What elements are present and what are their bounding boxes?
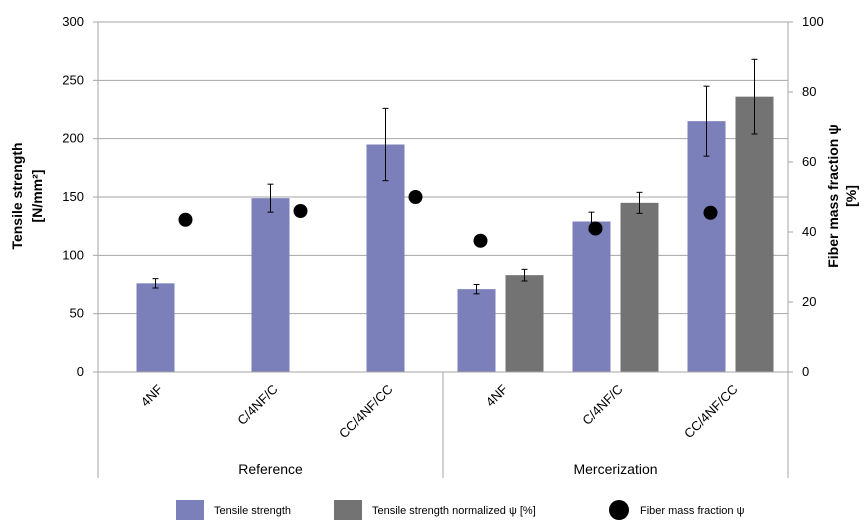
y-tick-label: 250 [62, 72, 84, 87]
group-labels: Reference Mercerization [238, 461, 657, 477]
y-axis-ticks: 0 50 100 150 200 250 300 [62, 14, 84, 379]
fiber-mass-fraction-marker [293, 204, 308, 218]
tensile-strength-bar [457, 289, 496, 372]
tensile-strength-bar [687, 121, 726, 373]
y2-tick-label: 20 [802, 294, 816, 309]
category-labels: 4NF C/4NF/C CC/4NF/CC 4NF C/4NF/C CC/4NF/CC [138, 381, 741, 441]
y2-tick-label: 80 [802, 84, 816, 99]
category-label: CC/4NF/CC [681, 382, 741, 442]
fiber-mass-fraction-marker [588, 221, 603, 236]
fiber-mass-fraction-marker [408, 190, 423, 204]
group-label: Mercerization [573, 461, 657, 477]
legend-label-tensile-strength: Tensile strength [214, 505, 291, 517]
fiber-mass-fraction-marker [473, 233, 488, 248]
y-tick-label: 300 [62, 14, 84, 29]
legend-label-fiber-mass-fraction: Fiber mass fraction ψ [640, 505, 745, 517]
category-label: CC/4NF/CC [336, 382, 396, 442]
markers [178, 190, 718, 248]
category-label: 4NF [138, 381, 166, 409]
legend-marker-fiber-mass-fraction [609, 500, 629, 520]
tensile-strength-bar [572, 221, 611, 372]
tensile-strength-bar [366, 144, 405, 372]
tensile-strength-bar [136, 283, 175, 372]
y2-tick-label: 60 [802, 154, 816, 169]
category-label: C/4NF/C [234, 382, 280, 428]
y2-axis-ticks: 0 20 40 60 80 100 [802, 14, 824, 379]
legend-swatch-tensile-strength-normalized [334, 500, 362, 520]
y-tick-label: 0 [77, 364, 84, 379]
legend: Tensile strength Tensile strength normal… [176, 500, 745, 520]
y2-tick-label: 40 [802, 224, 816, 239]
y-tick-label: 100 [62, 247, 84, 262]
legend-swatch-tensile-strength [176, 500, 204, 520]
group-label: Reference [238, 461, 303, 477]
tensile-strength-bar [251, 198, 290, 372]
y-axis-title: Tensile strength [9, 142, 25, 249]
tensile-strength-normalized-bar [735, 96, 774, 373]
category-label: 4NF [483, 381, 511, 409]
gridlines [98, 21, 788, 373]
y2-axis-title: Fiber mass fraction ψ [825, 124, 841, 268]
fiber-mass-fraction-marker [178, 212, 193, 227]
tensile-strength-normalized-bar [620, 202, 659, 372]
y2-axis-title-unit: [%] [843, 185, 859, 207]
y2-tick-label: 0 [802, 364, 809, 379]
fiber-mass-fraction-marker [703, 205, 718, 220]
bars [136, 96, 774, 373]
y2-tick-label: 100 [802, 14, 824, 29]
y-tick-label: 200 [62, 131, 84, 146]
tensile-strength-normalized-bar [505, 275, 544, 372]
y-tick-label: 150 [62, 189, 84, 204]
error-bars [152, 58, 758, 295]
category-label: C/4NF/C [579, 382, 625, 428]
axes [93, 21, 793, 478]
legend-label-tensile-strength-normalized: Tensile strength normalized ψ [%] [372, 505, 536, 517]
y-axis-title-unit: [N/mm²] [29, 170, 45, 223]
y-tick-label: 50 [70, 306, 84, 321]
